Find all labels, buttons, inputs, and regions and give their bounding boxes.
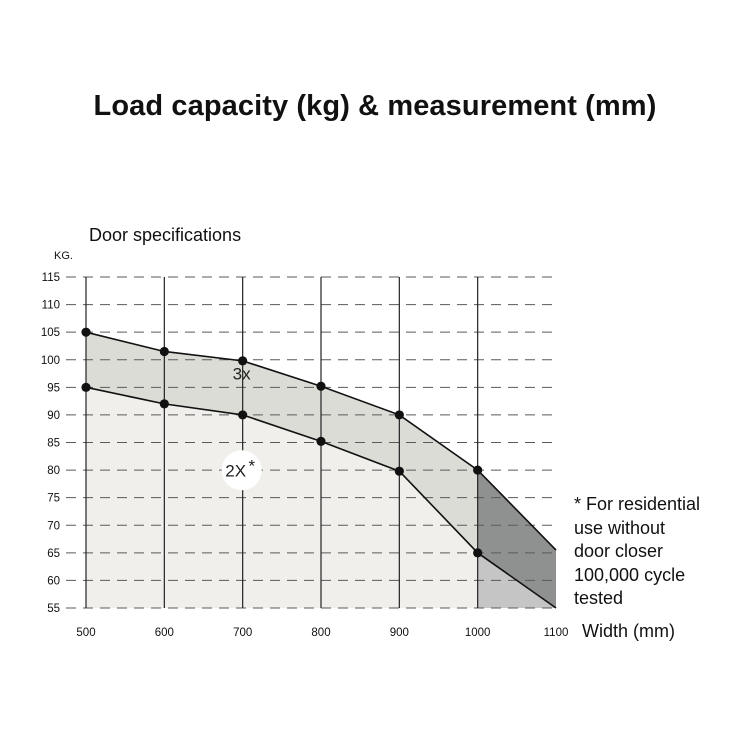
y-axis-unit-label: KG. [54, 250, 73, 262]
series-2x-point [394, 466, 404, 476]
y-tick-label: 75 [47, 493, 60, 505]
y-tick-label: 100 [41, 355, 60, 367]
y-tick-label: 65 [47, 548, 60, 560]
series-3x-point [159, 346, 169, 357]
x-tick-label: 700 [233, 627, 252, 639]
x-tick-label: 500 [76, 627, 95, 639]
y-tick-label: 85 [47, 438, 60, 450]
footnote: * For residential use without door close… [574, 494, 701, 608]
series-2x-point [473, 548, 483, 558]
series-2x-point [316, 436, 326, 446]
series-2x-point [81, 382, 91, 392]
y-tick-label: 55 [47, 603, 60, 615]
chart-title: Load capacity (kg) & measurement (mm) [93, 90, 657, 122]
y-tick-label: 115 [42, 272, 60, 284]
y-tick-label: 80 [47, 465, 60, 477]
y-tick-label: 60 [47, 575, 60, 587]
shaded-region-upper [477, 470, 556, 608]
x-axis-title: Width (mm) [582, 621, 675, 641]
x-tick-label: 1100 [544, 627, 569, 639]
y-tick-label: 90 [47, 410, 60, 422]
area-3x-fill [86, 332, 478, 553]
x-tick-label: 600 [155, 627, 174, 639]
y-tick-label: 110 [42, 300, 60, 312]
x-tick-label: 800 [311, 627, 330, 639]
x-tick-label: 900 [390, 627, 409, 639]
chart-subtitle: Door specifications [89, 225, 242, 245]
series-3x-point [394, 410, 404, 420]
series-2x-point [159, 399, 169, 409]
series-3x-point [238, 356, 248, 366]
series-3x-point [473, 465, 483, 475]
series-2x-asterisk: * [249, 456, 256, 475]
series-3x-label: 3x [233, 365, 251, 384]
y-tick-label: 105 [41, 327, 60, 339]
x-tick-label: 1000 [465, 627, 491, 639]
series-2x-label-bubble [221, 450, 262, 491]
series-2x-point [238, 410, 248, 420]
series-2x-label: 2X [225, 461, 246, 480]
series-3x-point [81, 327, 91, 337]
y-tick-label: 70 [47, 520, 60, 532]
y-tick-label: 95 [47, 382, 60, 394]
series-3x-point [316, 381, 326, 391]
